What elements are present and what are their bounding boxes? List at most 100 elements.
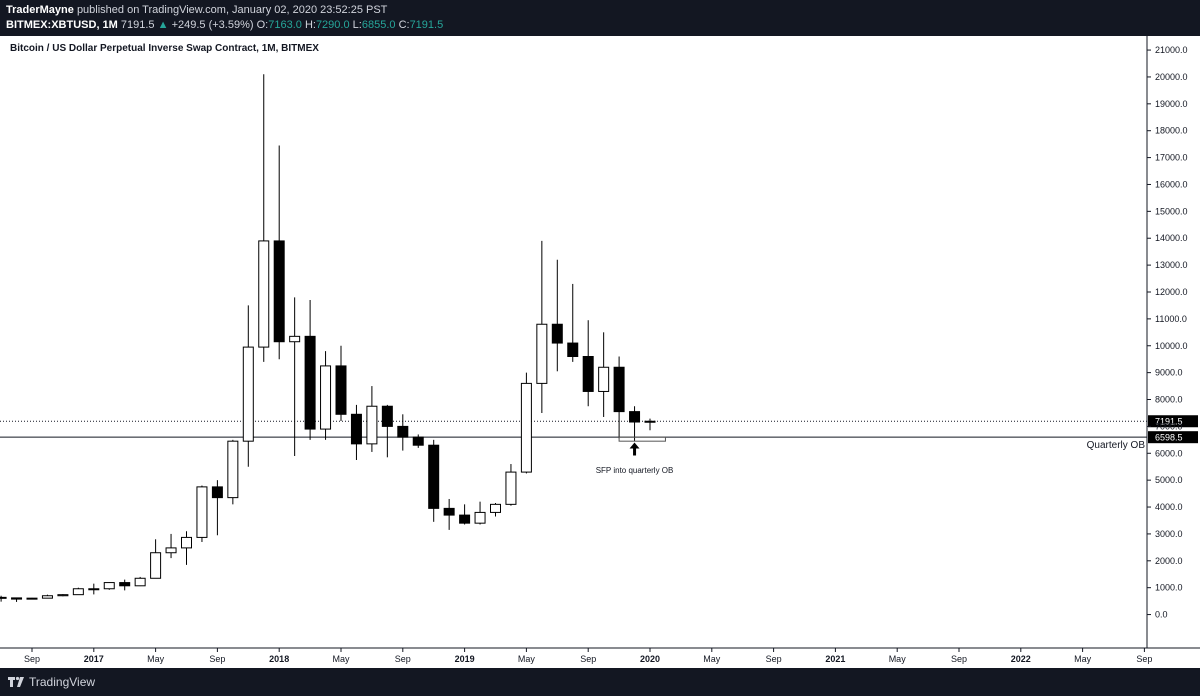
candle[interactable] <box>490 503 501 517</box>
candle-body <box>350 413 362 445</box>
triangle-up-icon: ▲ <box>157 19 169 31</box>
close-value: 7191.5 <box>409 19 444 31</box>
candle[interactable] <box>41 594 53 599</box>
time-tick-label: 2017 <box>84 654 104 664</box>
candle-body <box>0 596 7 599</box>
candle[interactable] <box>11 597 23 602</box>
candle-body <box>582 356 594 392</box>
candle[interactable] <box>211 480 223 536</box>
candle-body <box>103 582 115 590</box>
author-name[interactable]: TraderMayne <box>6 4 74 16</box>
candle[interactable] <box>119 579 131 591</box>
candle-body <box>598 366 610 392</box>
time-tick-label: Sep <box>951 654 967 664</box>
price-tick-label: 18000.0 <box>1155 126 1188 136</box>
candle[interactable] <box>0 595 7 602</box>
time-tick-label: May <box>889 654 907 664</box>
candle[interactable] <box>181 531 192 565</box>
candle-body <box>211 486 223 499</box>
candle[interactable] <box>57 594 69 597</box>
candle[interactable] <box>412 434 424 448</box>
chart-title: Bitcoin / US Dollar Perpetual Inverse Sw… <box>10 43 319 54</box>
candle[interactable] <box>474 501 486 525</box>
candle-body <box>629 411 641 423</box>
candle[interactable] <box>520 372 532 474</box>
price-tick-label: 19000.0 <box>1155 99 1188 109</box>
candle[interactable] <box>304 300 316 440</box>
candlestick-chart[interactable]: Bitcoin / US Dollar Perpetual Inverse Sw… <box>0 36 1200 668</box>
candle-body <box>11 597 23 600</box>
candle[interactable] <box>443 498 455 530</box>
candle[interactable] <box>428 439 440 522</box>
sfp-annotation-label: SFP into quarterly OB <box>596 466 674 475</box>
publish-header: TraderMayne published on TradingView.com… <box>0 0 1200 36</box>
chart-area[interactable]: Bitcoin / US Dollar Perpetual Inverse Sw… <box>0 36 1200 668</box>
price-tick-label: 12000.0 <box>1155 287 1188 297</box>
time-tick-label: 2020 <box>640 654 660 664</box>
candle-body <box>551 323 563 344</box>
price-tick-label: 3000.0 <box>1155 529 1183 539</box>
time-tick-label: May <box>332 654 350 664</box>
candle-body <box>443 507 455 516</box>
candle-body <box>150 552 162 579</box>
candle-body <box>505 471 517 505</box>
candle[interactable] <box>567 283 579 362</box>
candle-body <box>412 436 424 446</box>
candle-body <box>490 503 501 513</box>
price-tick-label: 14000.0 <box>1155 233 1188 243</box>
candle-body <box>644 420 656 423</box>
candle[interactable] <box>644 418 656 431</box>
candle[interactable] <box>103 582 115 590</box>
time-tick-label: May <box>147 654 165 664</box>
price-tick-label: 9000.0 <box>1155 368 1183 378</box>
candle-body <box>242 346 254 442</box>
candle[interactable] <box>582 320 594 407</box>
tradingview-logo[interactable]: TradingView <box>8 675 95 689</box>
time-tick-label: May <box>518 654 536 664</box>
candle[interactable] <box>335 345 347 422</box>
candle[interactable] <box>629 406 641 442</box>
time-tick-label: Sep <box>209 654 225 664</box>
candle[interactable] <box>505 464 517 506</box>
price-tick-label: 4000.0 <box>1155 502 1183 512</box>
candle-body <box>459 514 471 524</box>
candle[interactable] <box>536 240 548 413</box>
candle[interactable] <box>320 351 332 440</box>
candle-body <box>26 597 38 600</box>
open-label: O: <box>256 19 269 31</box>
candle[interactable] <box>258 74 270 362</box>
candle[interactable] <box>150 539 162 579</box>
candle[interactable] <box>551 259 563 372</box>
price-tick-label: 13000.0 <box>1155 260 1188 270</box>
price-tick-label: 21000.0 <box>1155 45 1188 55</box>
candle[interactable] <box>227 439 239 505</box>
candle[interactable] <box>459 504 471 525</box>
candle[interactable] <box>613 356 625 439</box>
close-label: C: <box>398 19 410 31</box>
price-tick-label: 6000.0 <box>1155 448 1183 458</box>
candle-body <box>72 588 84 596</box>
price-tick-label: 8000.0 <box>1155 395 1183 405</box>
price-tick-label: 1000.0 <box>1155 583 1183 593</box>
price-tick-label: 20000.0 <box>1155 72 1188 82</box>
time-tick-label: Sep <box>766 654 782 664</box>
candle[interactable] <box>366 386 378 452</box>
candle[interactable] <box>397 414 409 451</box>
candle[interactable] <box>72 587 84 596</box>
price-change: +249.5 (+3.59%) <box>171 19 254 31</box>
candle[interactable] <box>134 576 146 587</box>
price-label-badge <box>1148 431 1198 444</box>
candle[interactable] <box>273 145 285 360</box>
candle[interactable] <box>598 332 610 417</box>
candle[interactable] <box>165 533 177 559</box>
candle-body <box>335 365 347 415</box>
candle[interactable] <box>196 485 208 542</box>
candle[interactable] <box>242 305 254 467</box>
candle[interactable] <box>289 297 301 456</box>
candle-body <box>181 536 192 549</box>
candle[interactable] <box>26 597 38 600</box>
candle[interactable] <box>381 404 393 458</box>
candle[interactable] <box>88 583 100 595</box>
price-label-badge <box>1148 415 1198 428</box>
candle[interactable] <box>350 404 362 460</box>
